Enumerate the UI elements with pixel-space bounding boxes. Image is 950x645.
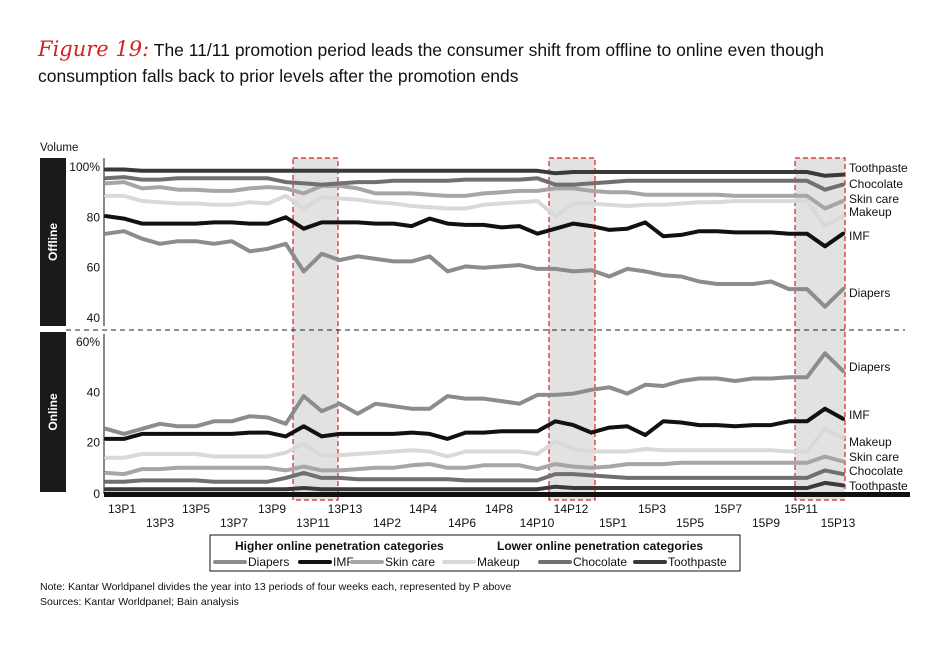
- x-tick-label: 15P5: [676, 516, 704, 530]
- online-line-makeup: [104, 426, 845, 460]
- offline-panel-label: Offline: [46, 223, 60, 261]
- legend-label-skin-care: Skin care: [385, 555, 435, 569]
- highlight-border-2: [548, 157, 596, 501]
- x-tick-label: 14P8: [485, 502, 513, 516]
- offline-tick-label: 100%: [69, 160, 100, 174]
- online-end-label-makeup: Makeup: [849, 435, 892, 449]
- notes: Note: Kantar Worldpanel divides the year…: [40, 580, 511, 610]
- offline-line-toothpaste: [104, 167, 845, 178]
- figure-label: Figure 19:: [38, 37, 150, 61]
- x-tick-label: 14P6: [448, 516, 476, 530]
- online-line-chocolate: [104, 468, 845, 484]
- online-end-label-imf: IMF: [849, 408, 870, 422]
- online-end-label-diapers: Diapers: [849, 360, 890, 374]
- highlight-border-1: [292, 157, 339, 501]
- note-line: Note: Kantar Worldpanel divides the year…: [40, 581, 512, 593]
- offline-end-label-skin-care: Skin care: [849, 192, 899, 206]
- x-tick-label: 13P13: [328, 502, 363, 516]
- offline-end-label-diapers: Diapers: [849, 286, 890, 300]
- legend-label-makeup: Makeup: [477, 555, 520, 569]
- offline-end-label-chocolate: Chocolate: [849, 177, 903, 191]
- legend-box: [209, 534, 741, 572]
- x-tick-label: 15P9: [752, 516, 780, 530]
- x-tick-label: 13P7: [220, 516, 248, 530]
- x-tick-label: 13P11: [296, 516, 330, 530]
- online-end-label-toothpaste: Toothpaste: [849, 479, 908, 493]
- online-tick-label: 20: [87, 436, 101, 450]
- legend-label-diapers: Diapers: [248, 555, 289, 569]
- online-end-label-chocolate: Chocolate: [849, 464, 903, 478]
- offline-tick-label: 40: [87, 311, 101, 325]
- x-tick-label: 15P1: [599, 516, 627, 530]
- series-lines: [104, 167, 845, 492]
- online-panel-label: Online: [46, 393, 60, 431]
- x-tick-label: 15P11: [784, 502, 818, 516]
- offline-tick-label: 80: [87, 210, 101, 224]
- x-tick-label: 15P7: [714, 502, 742, 516]
- offline-label-bar: [40, 158, 66, 326]
- legend-lower-title: Lower online penetration categories: [497, 539, 703, 553]
- online-tick-label: 60%: [76, 335, 100, 349]
- legend-label-imf: IMF: [333, 555, 354, 569]
- highlight-region-3: [795, 158, 845, 500]
- offline-line-imf: [104, 214, 845, 249]
- offline-end-label-toothpaste: Toothpaste: [849, 161, 908, 175]
- offline-tick-label: 60: [87, 261, 101, 275]
- online-line-toothpaste: [104, 480, 845, 492]
- online-line-imf: [104, 406, 845, 441]
- legend: Higher online penetration categories Lowe…: [209, 534, 741, 572]
- online-label-bar: [40, 332, 66, 492]
- chart-labels: Offline Online Volume 100% 80 60 40 60% 40 20 0 Dia…: [40, 142, 908, 530]
- x-axis-bar: [104, 492, 910, 497]
- online-tick-label: 0: [93, 487, 100, 501]
- offline-end-label-imf: IMF: [849, 229, 870, 243]
- panel-frames: [40, 158, 910, 497]
- y-axis-label: Volume: [40, 142, 78, 154]
- x-tick-label: 14P10: [520, 516, 555, 530]
- online-line-diapers: [104, 351, 845, 436]
- x-tick-label: 14P4: [409, 502, 437, 516]
- x-tick-label: 13P3: [146, 516, 174, 530]
- highlight-region-1: [293, 158, 338, 500]
- offline-line-skin-care: [104, 180, 845, 211]
- x-tick-label: 13P9: [258, 502, 286, 516]
- legend-label-chocolate: Chocolate: [573, 555, 627, 569]
- sources-line: Sources: Kantar Worldpanel; Bain analysi…: [40, 596, 239, 608]
- offline-line-makeup: [104, 193, 845, 229]
- title-text: The 11/11 promotion period leads the con…: [38, 40, 825, 86]
- online-line-skin-care: [104, 454, 845, 477]
- x-tick-label: 13P1: [108, 502, 136, 516]
- x-tick-label: 14P12: [554, 502, 589, 516]
- offline-line-diapers: [104, 229, 845, 309]
- online-tick-label: 40: [87, 385, 101, 399]
- x-tick-label: 14P2: [373, 516, 401, 530]
- legend-higher-title: Higher online penetration categories: [235, 539, 444, 553]
- offline-line-chocolate: [104, 175, 845, 192]
- chart-title: Figure 19: The 11/11 promotion period le…: [38, 36, 918, 89]
- highlight-border-3: [794, 157, 846, 501]
- legend-label-toothpaste: Toothpaste: [668, 555, 727, 569]
- x-tick-label: 15P3: [638, 502, 666, 516]
- x-tick-label: 13P5: [182, 502, 210, 516]
- x-tick-label: 15P13: [821, 516, 856, 530]
- online-end-label-skin-care: Skin care: [849, 450, 899, 464]
- offline-end-label-makeup: Makeup: [849, 205, 892, 219]
